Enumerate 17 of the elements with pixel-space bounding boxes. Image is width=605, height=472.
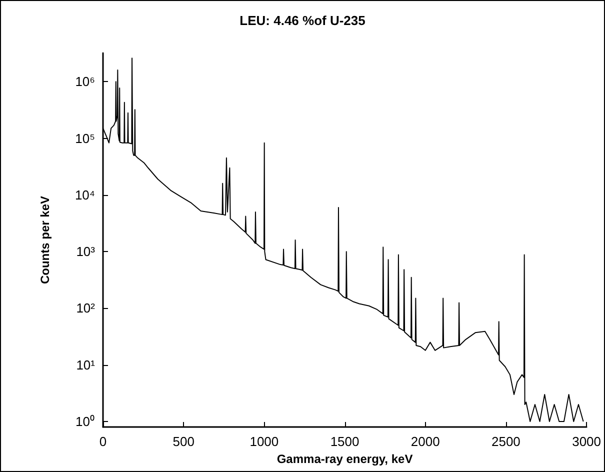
y-tick-label: 10⁴: [74, 187, 95, 202]
y-tick-label: 10⁶: [75, 74, 95, 90]
y-tick-label: 10⁵: [75, 130, 95, 146]
y-tick-label: 10³: [76, 244, 96, 260]
chart-title: LEU: 4.46 %of U-235: [240, 13, 366, 28]
x-axis-title: Gamma-ray energy, keV: [276, 452, 413, 466]
x-tick-label: 1500: [330, 434, 360, 449]
y-tick-label: 10⁰: [76, 414, 95, 430]
x-tick-label: 2000: [410, 434, 440, 449]
x-tick-label: 1000: [250, 434, 279, 449]
x-tick-label: 3000: [572, 434, 601, 449]
y-axis-title: Counts per keV: [38, 196, 52, 284]
x-tick-label: 0: [99, 434, 107, 449]
x-tick-label: 500: [172, 434, 194, 449]
x-tick-label: 2500: [491, 434, 520, 449]
y-tick-label: 10¹: [76, 357, 96, 372]
y-tick-label: 10²: [76, 300, 96, 316]
